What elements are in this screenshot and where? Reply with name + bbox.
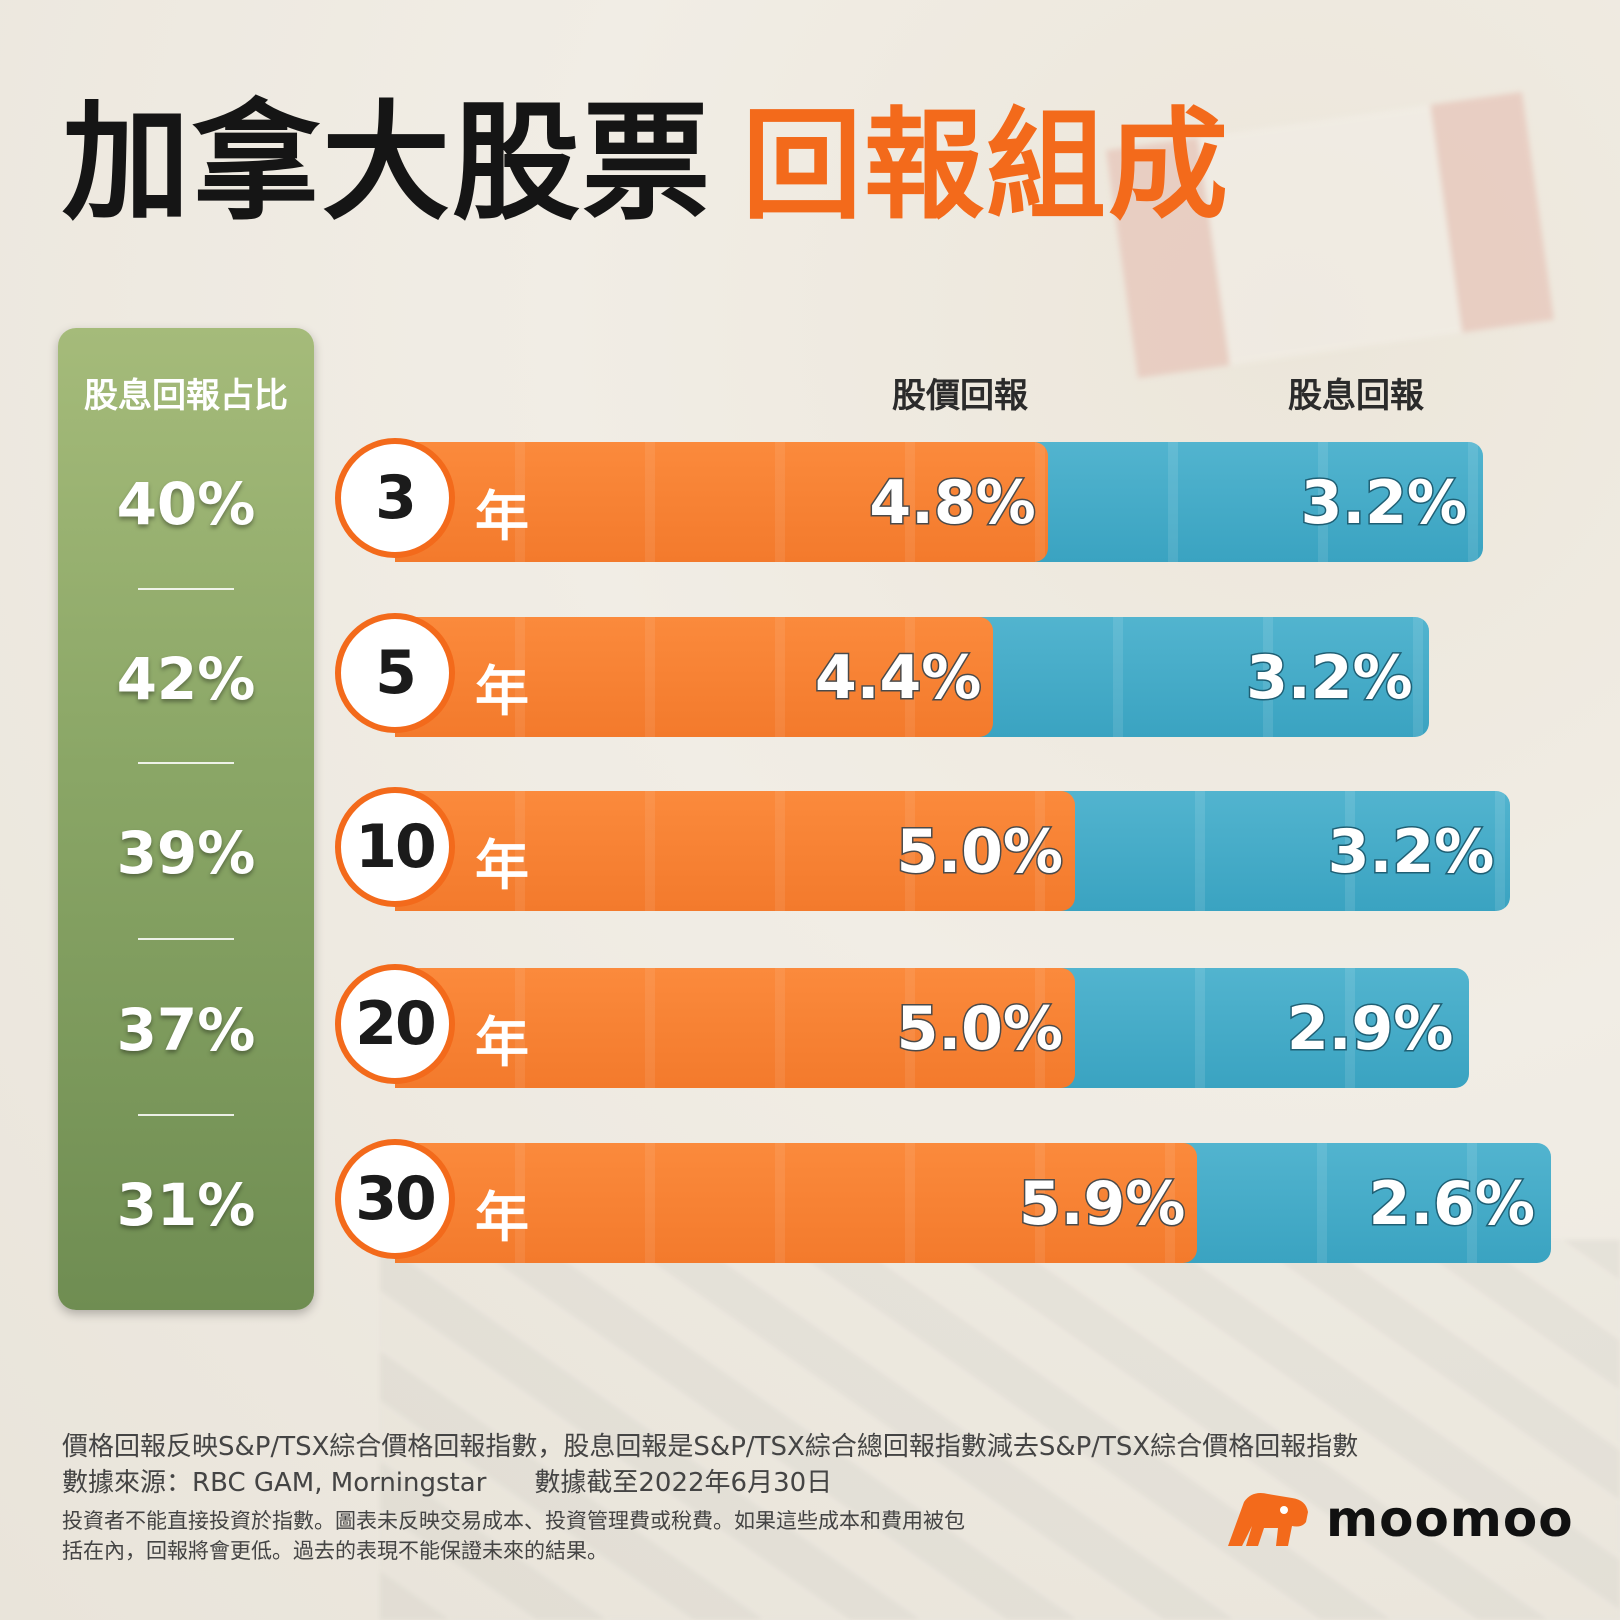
- year-unit-label: 年: [475, 834, 529, 897]
- price-return-bar: [395, 791, 1075, 911]
- price-return-bar: [395, 617, 994, 737]
- year-circle-label: 30: [335, 1139, 455, 1259]
- price-return-value: 5.0%: [895, 816, 1064, 889]
- dividend-return-value: 2.9%: [1285, 993, 1454, 1066]
- price-return-value: 5.0%: [895, 993, 1064, 1066]
- divider-line: [138, 1113, 234, 1116]
- footnote-disclaimer: 投資者不能直接投資於指數。圖表未反映交易成本、投資管理費或稅費。如果這些成本和費…: [62, 1509, 965, 1563]
- dividend-return-bar: [1055, 791, 1511, 911]
- year-unit-label: 年: [475, 660, 529, 723]
- title-highlight: 回報組成: [742, 97, 1231, 236]
- dividend-return-bar: [1027, 442, 1483, 562]
- dividend-return-bar: [973, 617, 1429, 737]
- dividend-share-value: 37%: [116, 996, 256, 1064]
- dividend-return-bar: [1055, 968, 1470, 1088]
- page-title: 加拿大股票 回報組成: [62, 100, 1230, 228]
- dividend-return-bar: [1177, 1143, 1551, 1263]
- title-main: 加拿大股票: [62, 89, 713, 238]
- year-circle-label: 5: [335, 613, 455, 733]
- year-unit-label: 年: [475, 1011, 529, 1074]
- moomoo-logo: moomoo: [1222, 1488, 1582, 1552]
- divider-line: [138, 762, 234, 764]
- year-unit-label: 年: [475, 1186, 529, 1249]
- price-return-value: 4.8%: [868, 467, 1037, 540]
- year-circle-label: 20: [335, 964, 455, 1084]
- dividend-share-value: 39%: [116, 819, 256, 887]
- price-return-value: 5.9%: [1017, 1168, 1186, 1241]
- dividend-share-value: 40%: [116, 470, 256, 538]
- dividend-share-value: 31%: [116, 1171, 256, 1239]
- brand-name: moomoo: [1326, 1490, 1574, 1548]
- dividend-share-header: 股息回報占比: [84, 376, 288, 416]
- dividend-return-value: 3.2%: [1326, 816, 1495, 889]
- dividend-share-value: 42%: [116, 645, 256, 713]
- price-return-bar: [395, 442, 1048, 562]
- year-circle-label: 3: [335, 438, 455, 558]
- divider-line: [138, 937, 234, 940]
- year-unit-label: 年: [475, 485, 529, 548]
- background-money: [380, 1240, 1620, 1620]
- price-return-value: 4.4%: [813, 642, 982, 715]
- footnote-source-line: 數據來源：RBC GAM, Morningstar 數據截至2022年6月30日: [62, 1462, 832, 1499]
- legend-price-return: 股價回報: [892, 376, 1028, 416]
- price-return-bar: [395, 968, 1075, 1088]
- footnote-source: 數據來源：RBC GAM, Morningstar: [62, 1468, 487, 1498]
- bull-logo-icon: [1228, 1493, 1308, 1546]
- dividend-share-panel: 股息回報占比 40% 42% 39% 37% 31%: [58, 328, 314, 1310]
- dividend-return-value: 3.2%: [1245, 642, 1414, 715]
- dividend-return-value: 2.6%: [1367, 1168, 1536, 1241]
- legend-dividend-return: 股息回報: [1288, 376, 1424, 416]
- year-circle-label: 10: [335, 787, 455, 907]
- dividend-return-value: 3.2%: [1299, 467, 1468, 540]
- divider-line: [138, 587, 234, 590]
- footnote-date: 數據截至2022年6月30日: [534, 1468, 833, 1498]
- footnote-methodology: 價格回報反映S&P/TSX綜合價格回報指數，股息回報是S&P/TSX綜合總回報指…: [62, 1432, 1359, 1462]
- price-return-bar: [395, 1143, 1198, 1263]
